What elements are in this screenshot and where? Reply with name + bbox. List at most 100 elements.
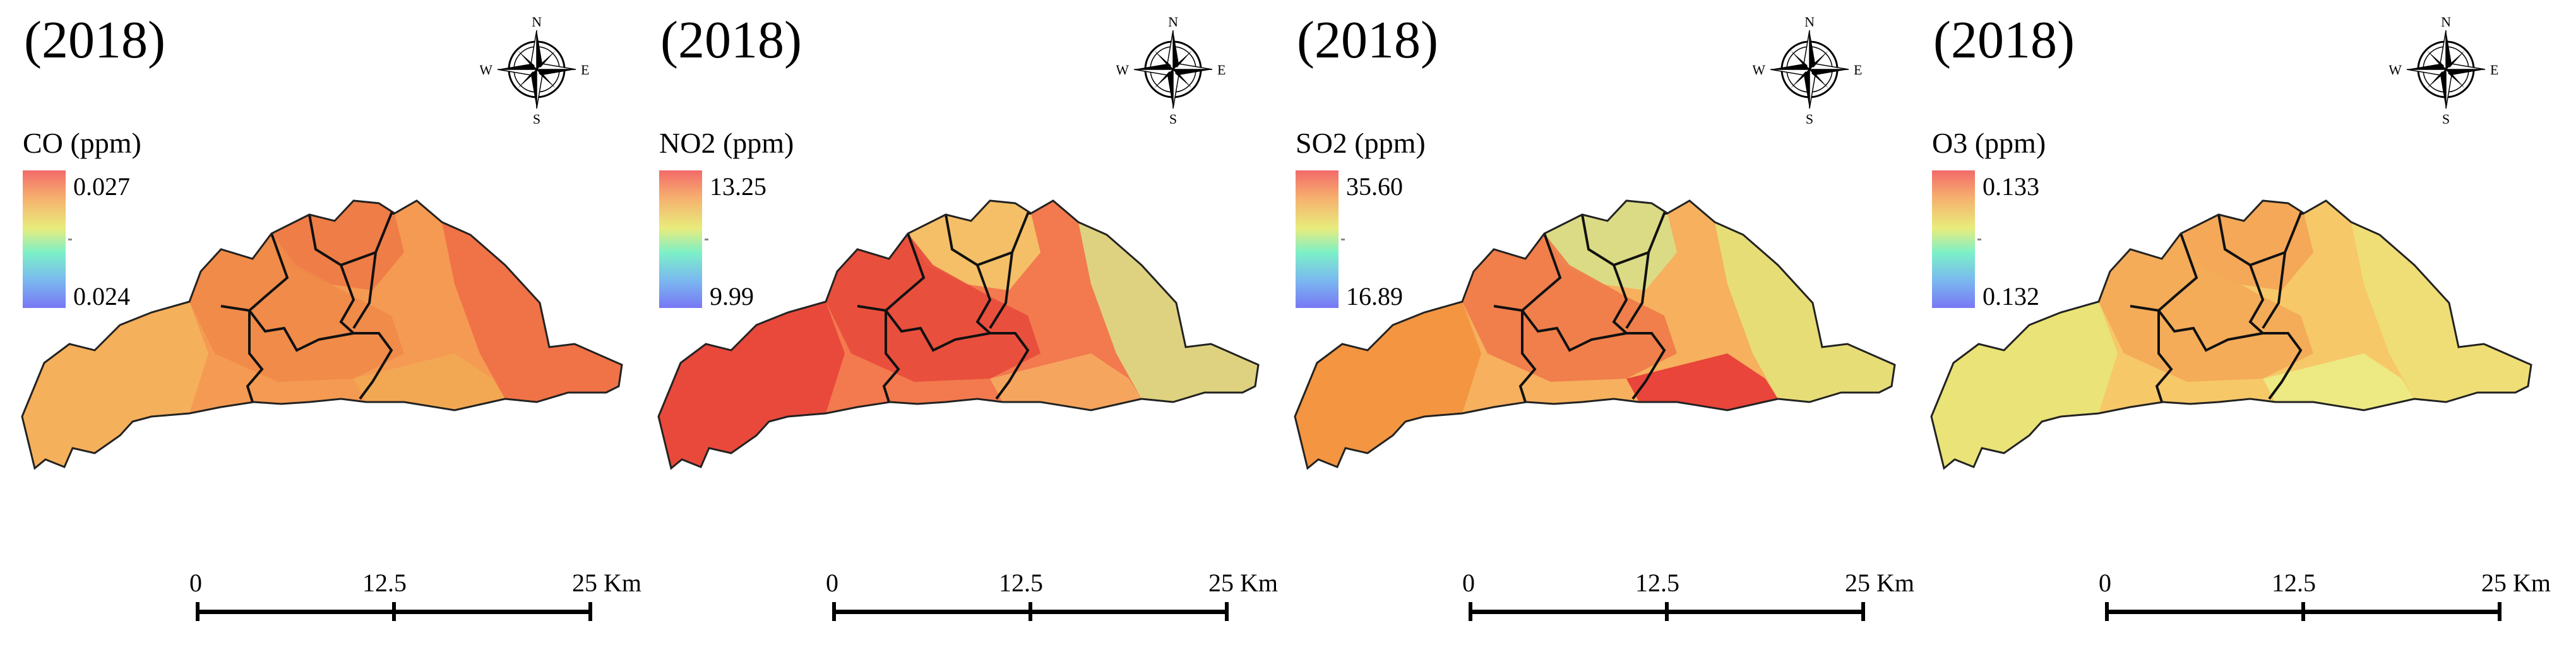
concentration-zone-north [1544,201,1677,290]
legend-color-ramp [1932,170,1975,308]
district-border-3 [977,251,1014,329]
legend-title: NO2 (ppm) [659,127,794,159]
region-outline [21,199,623,470]
year-label: (2018) [660,11,802,69]
legend-min-value: 16.89 [1346,282,1403,311]
svg-text:N: N [1168,14,1178,30]
concentration-zone-east [1078,222,1258,402]
scale-tick-end [1225,602,1229,621]
svg-text:E: E [1854,62,1862,78]
region-outline [657,199,1260,470]
scale-bar: 0 12.5 25 Km [823,568,1278,637]
region-outline [1294,199,1896,470]
concentration-zone-west [659,302,845,468]
north-arrow-icon: N S E W [1116,14,1225,126]
district-border-2 [308,214,355,334]
scale-bar: 0 12.5 25 Km [1460,568,1914,637]
scale-label-12-5: 12.5 [1635,569,1679,597]
concentration-zone-south [354,353,505,410]
concentration-zone-alt [1462,234,1677,382]
district-border-3 [1613,251,1650,329]
district-map [21,199,623,470]
district-border-5 [248,233,289,312]
map-panel-no2: (2018) NO2 (ppm) 13.25 9.99 N S E W 0 12… [636,0,1278,645]
concentration-zone-east [2351,222,2531,402]
district-border-2 [1581,214,1628,334]
district-border-1 [2155,311,2173,403]
district-border-0 [1493,305,1666,400]
district-border-0 [220,305,393,400]
scale-label-12-5: 12.5 [999,569,1043,597]
legend-mid-tick [705,239,708,240]
legend-mid-tick [1977,239,1981,240]
legend-mid-tick [1341,239,1345,240]
legend-max-value: 13.25 [710,172,766,201]
concentration-zone-alt [826,234,1041,382]
legend-color-ramp [659,170,702,308]
district-map [657,199,1260,470]
svg-text:E: E [2490,62,2498,78]
district-map [1294,199,1896,470]
district-border-5 [885,233,926,312]
scale-bar: 0 12.5 25 Km [187,568,641,637]
svg-text:N: N [2441,14,2451,30]
district-border-0 [2130,305,2303,400]
concentration-zone-north [271,201,404,290]
year-label: (2018) [1297,11,1438,69]
scale-tick-end [588,602,592,621]
district-border-3 [2250,251,2287,329]
concentration-zone-west [1931,302,2118,468]
district-border-1 [246,311,264,403]
legend-min-value: 9.99 [710,282,754,311]
district-border-2 [945,214,992,334]
region-outline [1930,199,2532,470]
scale-label-25-km: 25 Km [2481,569,2551,597]
scale-tick-end [2498,602,2501,621]
legend-mid-tick [68,239,72,240]
svg-text:S: S [2442,111,2450,126]
concentration-zone-west [1295,302,1481,468]
concentration-zone-east [442,222,622,402]
map-panel-o3: (2018) O3 (ppm) 0.133 0.132 N S E W 0 12… [1909,0,2551,645]
concentration-zone-north [2181,201,2313,290]
district-border-0 [857,305,1030,400]
concentration-zone-north [908,201,1041,290]
concentration-zone-alt [189,234,404,382]
scale-label-0: 0 [189,569,202,597]
svg-text:W: W [1753,62,1765,78]
svg-text:S: S [1169,111,1177,126]
legend-title: CO (ppm) [23,127,141,159]
legend-min-value: 0.132 [1983,282,2039,311]
scale-tick-mid [1029,602,1032,621]
district-border-1 [882,311,900,403]
scale-label-0: 0 [2099,569,2111,597]
map-panel-co: (2018) CO (ppm) 0.027 0.024 N S E W 0 12… [0,0,641,645]
concentration-zone-alt [2099,234,2313,382]
district-map [1930,199,2532,470]
svg-text:E: E [1217,62,1225,78]
svg-text:W: W [480,62,492,78]
svg-text:S: S [533,111,540,126]
north-arrow-icon: N S E W [2389,14,2498,126]
scale-label-12-5: 12.5 [362,569,407,597]
legend-max-value: 0.027 [73,172,130,201]
scale-tick-0 [2105,602,2109,621]
concentration-zone-east [1715,222,1895,402]
scale-tick-0 [1469,602,1472,621]
year-label: (2018) [24,11,165,69]
scale-bar: 0 12.5 25 Km [2096,568,2551,637]
district-border-1 [1518,311,1537,403]
district-border-5 [2157,233,2198,312]
scale-label-25-km: 25 Km [572,569,641,597]
concentration-zone-south [1626,353,1778,410]
district-border-5 [1521,233,1562,312]
scale-tick-end [1861,602,1865,621]
district-border-3 [340,251,378,329]
map-panel-so2: (2018) SO2 (ppm) 35.60 16.89 N S E W 0 1… [1273,0,1914,645]
scale-label-0: 0 [1462,569,1475,597]
year-label: (2018) [1933,11,2075,69]
legend-max-value: 35.60 [1346,172,1403,201]
scale-tick-mid [2301,602,2305,621]
concentration-zone-west [22,302,208,468]
concentration-zone-south [2263,353,2414,410]
